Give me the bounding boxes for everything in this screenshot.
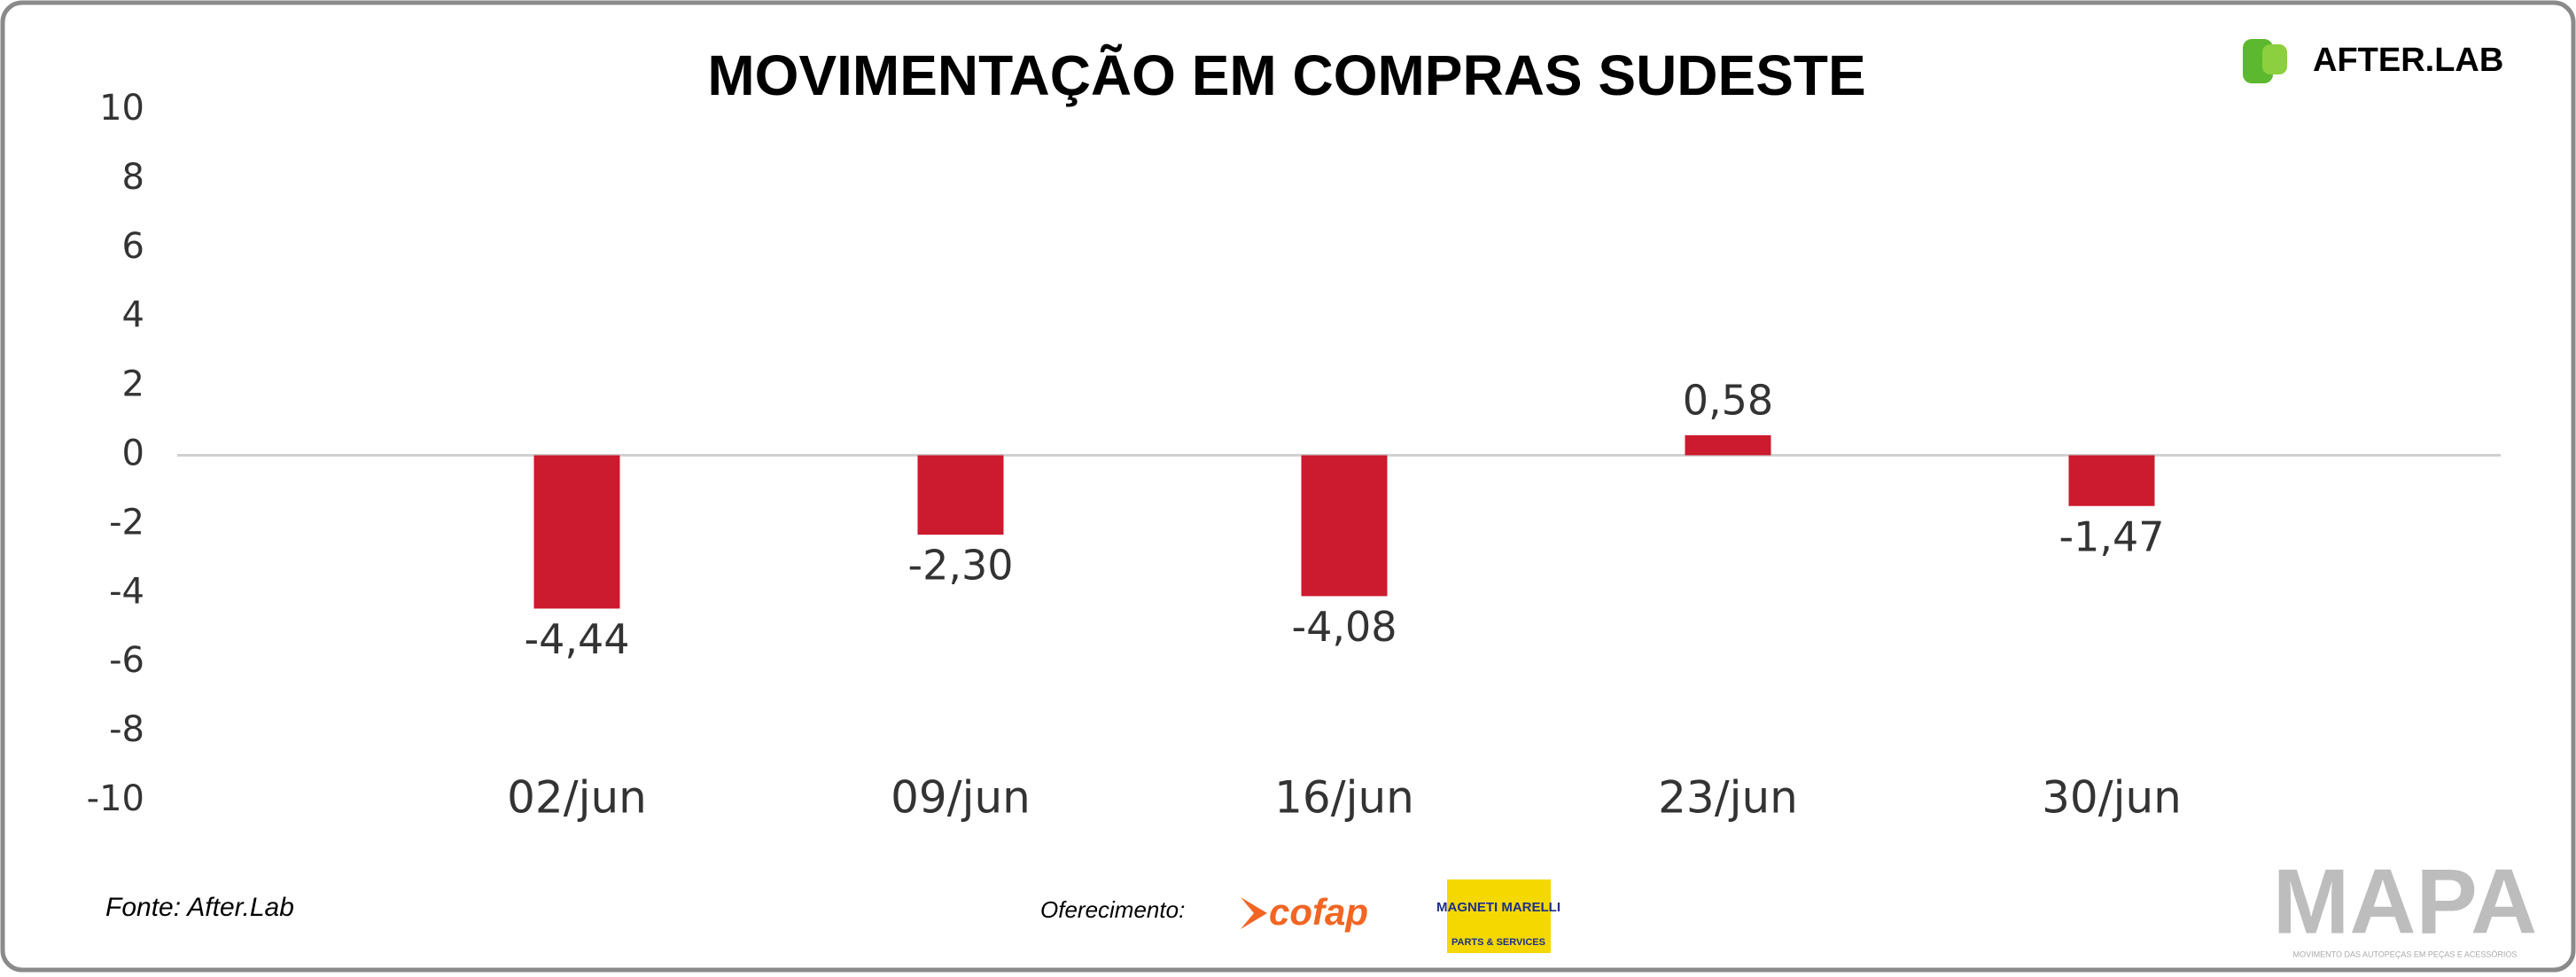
logo-icon (2262, 44, 2287, 74)
chart-title: MOVIMENTAÇÃO EM COMPRAS SUDESTE (707, 43, 1865, 107)
y-tick-label: 2 (122, 364, 144, 405)
x-tick-label: 09/jun (891, 772, 1031, 824)
y-tick-label: 0 (122, 434, 144, 474)
source: Fonte: After.Lab (105, 893, 294, 922)
x-tick-label: 02/jun (507, 772, 647, 824)
logo-box (1447, 879, 1551, 953)
magneti-logo: MAGNETI MARELLI PARTS & SERVICES (1436, 879, 1560, 953)
value-label: -4,44 (524, 615, 629, 663)
x-tick-label: 30/jun (2042, 772, 2182, 824)
y-tick-label: -8 (109, 709, 144, 750)
value-label: 0,58 (1683, 376, 1773, 424)
mapa-logo: MAPA (2273, 850, 2538, 953)
logo-text: PARTS & SERVICES (1451, 937, 1545, 948)
mapa-subtitle: MOVIMENTO DAS AUTOPEÇAS EM PEÇAS E ACESS… (2293, 950, 2518, 958)
value-label: -1,47 (2058, 512, 2164, 560)
y-tick-label: -10 (87, 778, 144, 819)
bar (1685, 434, 1771, 456)
value-label: -4,08 (1291, 603, 1397, 651)
sponsor-label: Oferecimento: (1040, 896, 1185, 923)
bar (533, 455, 620, 609)
value-label: -2,30 (907, 542, 1013, 590)
y-tick-label: 10 (99, 88, 144, 129)
y-tick-label: 8 (122, 157, 144, 198)
y-tick-label: 4 (122, 295, 144, 336)
bar (1301, 455, 1388, 597)
bar (917, 455, 1004, 535)
logo-icon (1241, 897, 1267, 929)
bar (2068, 455, 2155, 506)
logo-text: cofap (1269, 891, 1368, 933)
logo-text: MAGNETI MARELLI (1436, 900, 1560, 915)
y-tick-label: 6 (122, 226, 144, 267)
x-tick-label: 23/jun (1658, 772, 1798, 824)
y-tick-label: -2 (109, 502, 144, 543)
y-tick-label: -4 (109, 571, 144, 612)
logo-text: AFTER.LAB (2313, 42, 2503, 79)
afterlab-logo: AFTER.LAB (2243, 39, 2503, 83)
y-tick-label: -6 (109, 640, 144, 681)
cofap-logo: cofap (1241, 891, 1368, 933)
x-tick-label: 16/jun (1274, 772, 1414, 824)
